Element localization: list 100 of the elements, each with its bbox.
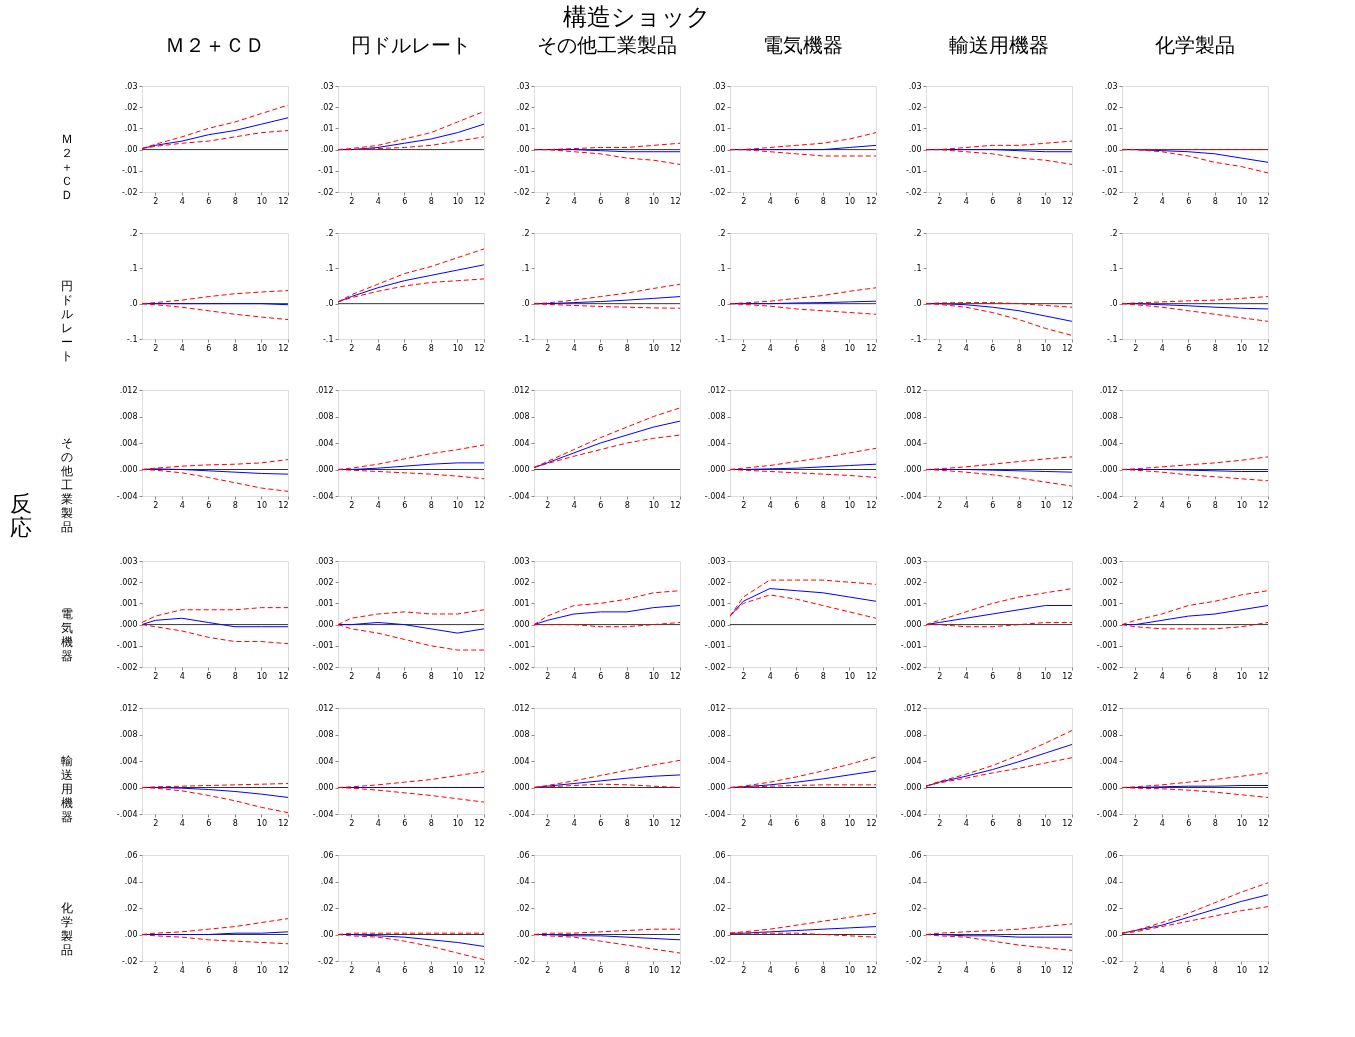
y-tick-label: -.004 (312, 491, 334, 501)
x-tick-label: 6 (598, 343, 604, 353)
y-tick-label: .012 (903, 703, 922, 713)
y-tick-label: .004 (903, 438, 922, 448)
y-tick-label: .00 (124, 145, 138, 155)
x-tick-label: 10 (452, 343, 464, 353)
x-tick-label: 2 (1133, 818, 1139, 828)
x-tick-label: 6 (990, 671, 996, 681)
y-tick-label: .02 (908, 102, 922, 112)
y-tick-label: .00 (516, 145, 530, 155)
y-tick-label: .03 (712, 81, 726, 91)
y-tick-label: -.02 (317, 956, 334, 966)
chart-title: Ｍ２＋ＣＤ (165, 33, 265, 57)
y-tick-label: .000 (707, 620, 726, 630)
y-tick-label: .012 (119, 703, 138, 713)
chart-title: 電気機器 (763, 33, 843, 57)
x-tick-label: 8 (232, 671, 238, 681)
x-tick-label: 8 (428, 965, 434, 975)
x-tick-label: 8 (1016, 500, 1022, 510)
x-tick-label: 2 (937, 671, 943, 681)
x-tick-label: 2 (153, 671, 159, 681)
x-tick-label: 10 (1236, 500, 1248, 510)
y-tick-label: -.01 (317, 166, 334, 176)
y-tick-label: .004 (315, 438, 334, 448)
y-tick-label: .008 (119, 730, 138, 739)
y-tick-label: .000 (119, 465, 138, 474)
y-tick-label: -.1 (910, 334, 922, 344)
x-tick-label: 2 (1133, 671, 1139, 681)
y-axis-title: 円ドルレート (61, 279, 73, 363)
y-tick-label: .000 (707, 465, 726, 474)
x-tick-label: 6 (402, 500, 408, 510)
x-tick-label: 4 (1159, 965, 1165, 975)
y-tick-label: -.1 (1106, 334, 1118, 344)
x-tick-label: 10 (256, 343, 268, 353)
x-tick-label: 2 (545, 671, 551, 681)
x-tick-label: 10 (648, 196, 660, 206)
x-tick-label: 6 (990, 965, 996, 975)
x-tick-label: 4 (375, 818, 381, 828)
x-tick-label: 4 (767, 671, 773, 681)
x-tick-label: 6 (794, 671, 800, 681)
y-tick-label: .03 (124, 81, 138, 91)
y-tick-label: -.02 (1101, 956, 1118, 966)
x-tick-label: 4 (571, 343, 577, 353)
y-tick-label: .001 (707, 598, 726, 608)
y-tick-label: .06 (1104, 850, 1118, 860)
y-tick-label: .004 (511, 438, 530, 448)
x-tick-label: 4 (767, 343, 773, 353)
y-tick-label: -.1 (518, 334, 530, 344)
x-tick-label: 10 (844, 343, 856, 353)
x-tick-label: 6 (1186, 965, 1192, 975)
x-tick-label: 2 (349, 818, 355, 828)
y-tick-label: .2 (1109, 228, 1118, 238)
x-tick-label: 4 (375, 196, 381, 206)
x-tick-label: 2 (153, 196, 159, 206)
x-tick-label: 10 (256, 671, 268, 681)
y-tick-label: .00 (712, 145, 726, 155)
y-tick-label: -.02 (317, 187, 334, 197)
x-tick-label: 4 (179, 196, 185, 206)
y-tick-label: .012 (315, 703, 334, 713)
x-tick-label: 10 (648, 500, 660, 510)
x-tick-label: 8 (1016, 196, 1022, 206)
y-tick-label: .003 (119, 556, 138, 566)
x-tick-label: 6 (598, 965, 604, 975)
y-tick-label: .012 (1099, 385, 1118, 395)
y-tick-label: .008 (119, 412, 138, 421)
y-tick-label: -.02 (905, 187, 922, 197)
x-tick-label: 12 (670, 196, 681, 206)
x-tick-label: 2 (153, 343, 159, 353)
x-tick-label: 2 (741, 671, 747, 681)
x-tick-label: 12 (1062, 965, 1073, 975)
x-tick-label: 12 (1258, 196, 1269, 206)
x-tick-label: 12 (1258, 671, 1269, 681)
x-tick-label: 2 (1133, 343, 1139, 353)
y-tick-label: .0 (1109, 299, 1118, 309)
x-tick-label: 2 (153, 965, 159, 975)
x-tick-label: 2 (545, 965, 551, 975)
y-tick-label: -.01 (905, 166, 922, 176)
y-tick-label: .01 (516, 123, 530, 133)
x-tick-label: 12 (1062, 343, 1073, 353)
y-tick-label: -.02 (1101, 187, 1118, 197)
x-tick-label: 4 (963, 196, 969, 206)
y-tick-label: .04 (712, 877, 726, 886)
y-tick-label: -.001 (312, 641, 334, 651)
y-tick-label: .02 (124, 102, 138, 112)
y-tick-label: .002 (1099, 577, 1118, 587)
x-tick-label: 10 (844, 500, 856, 510)
x-tick-label: 10 (452, 196, 464, 206)
x-tick-label: 4 (963, 965, 969, 975)
y-tick-label: .02 (320, 102, 334, 112)
x-tick-label: 6 (990, 500, 996, 510)
x-tick-label: 12 (670, 500, 681, 510)
y-tick-label: .02 (320, 903, 334, 913)
x-tick-label: 10 (1040, 500, 1052, 510)
x-tick-label: 4 (571, 965, 577, 975)
x-tick-label: 10 (1040, 965, 1052, 975)
y-tick-label: .003 (707, 556, 726, 566)
y-tick-label: .000 (903, 465, 922, 474)
x-tick-label: 10 (1236, 818, 1248, 828)
y-tick-label: .00 (320, 145, 334, 155)
x-tick-label: 8 (820, 965, 826, 975)
